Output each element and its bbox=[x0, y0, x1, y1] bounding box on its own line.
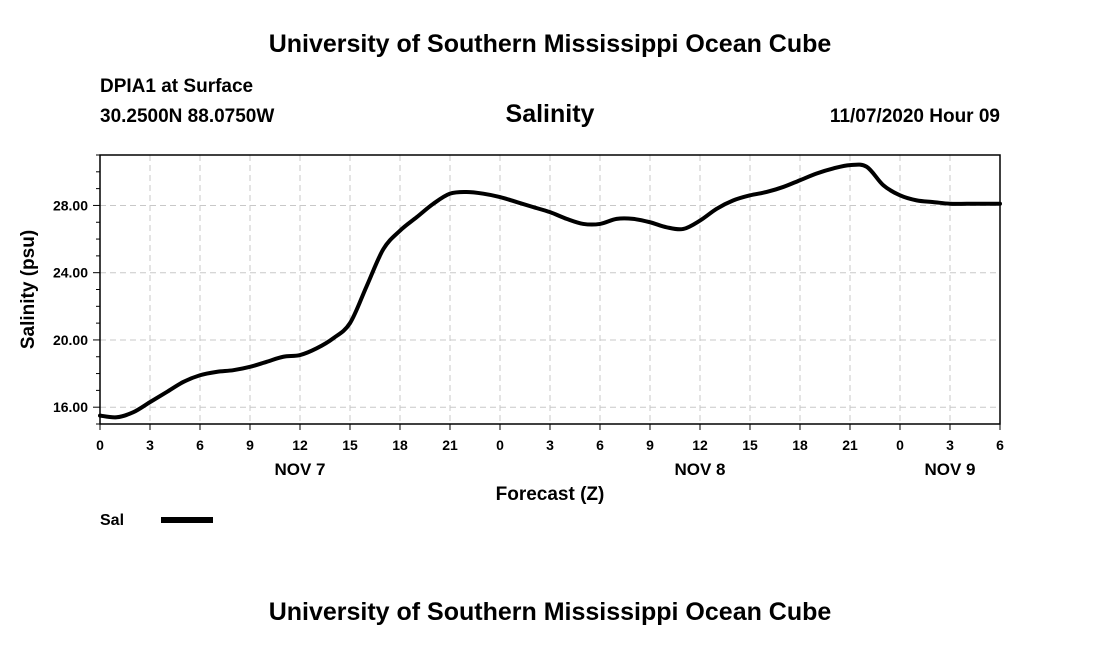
variable-title: Salinity bbox=[505, 100, 595, 128]
legend-label: Sal bbox=[100, 512, 124, 529]
x-tick-label: 12 bbox=[692, 437, 708, 453]
x-tick-label: 12 bbox=[292, 437, 308, 453]
x-tick-label: 0 bbox=[896, 437, 904, 453]
date-label: NOV 7 bbox=[274, 460, 325, 479]
x-tick-label: 9 bbox=[646, 437, 654, 453]
y-tick-label: 28.00 bbox=[53, 197, 88, 213]
y-axis-label: Salinity (psu) bbox=[18, 230, 39, 349]
x-tick-label: 3 bbox=[146, 437, 154, 453]
x-tick-label: 18 bbox=[792, 437, 808, 453]
date-label: NOV 9 bbox=[924, 460, 975, 479]
y-tick-label: 24.00 bbox=[53, 265, 88, 281]
x-tick-label: 15 bbox=[342, 437, 358, 453]
x-tick-label: 6 bbox=[596, 437, 604, 453]
date-label: NOV 8 bbox=[674, 460, 725, 479]
footer-title: University of Southern Mississippi Ocean… bbox=[268, 598, 832, 626]
x-tick-label: 3 bbox=[946, 437, 954, 453]
x-tick-label: 21 bbox=[842, 437, 858, 453]
page-title: University of Southern Mississippi Ocean… bbox=[268, 30, 832, 58]
y-tick-label: 20.00 bbox=[53, 332, 88, 348]
y-tick-label: 16.00 bbox=[53, 399, 88, 415]
x-tick-label: 0 bbox=[96, 437, 104, 453]
x-tick-label: 3 bbox=[546, 437, 554, 453]
station-label: DPIA1 at Surface bbox=[100, 76, 254, 97]
forecast-datetime: 11/07/2020 Hour 09 bbox=[829, 106, 1000, 127]
series-line-sal bbox=[98, 162, 1002, 420]
coordinates-label: 30.2500N 88.0750W bbox=[100, 106, 275, 127]
plot-frame bbox=[99, 154, 1001, 425]
x-tick-label: 0 bbox=[496, 437, 504, 453]
x-tick-label: 15 bbox=[742, 437, 758, 453]
x-tick-label: 6 bbox=[196, 437, 204, 453]
x-tick-label: 21 bbox=[442, 437, 458, 453]
x-tick-label: 18 bbox=[392, 437, 408, 453]
x-tick-label: 9 bbox=[246, 437, 254, 453]
x-axis-label: Forecast (Z) bbox=[496, 484, 605, 505]
x-tick-label: 6 bbox=[996, 437, 1004, 453]
